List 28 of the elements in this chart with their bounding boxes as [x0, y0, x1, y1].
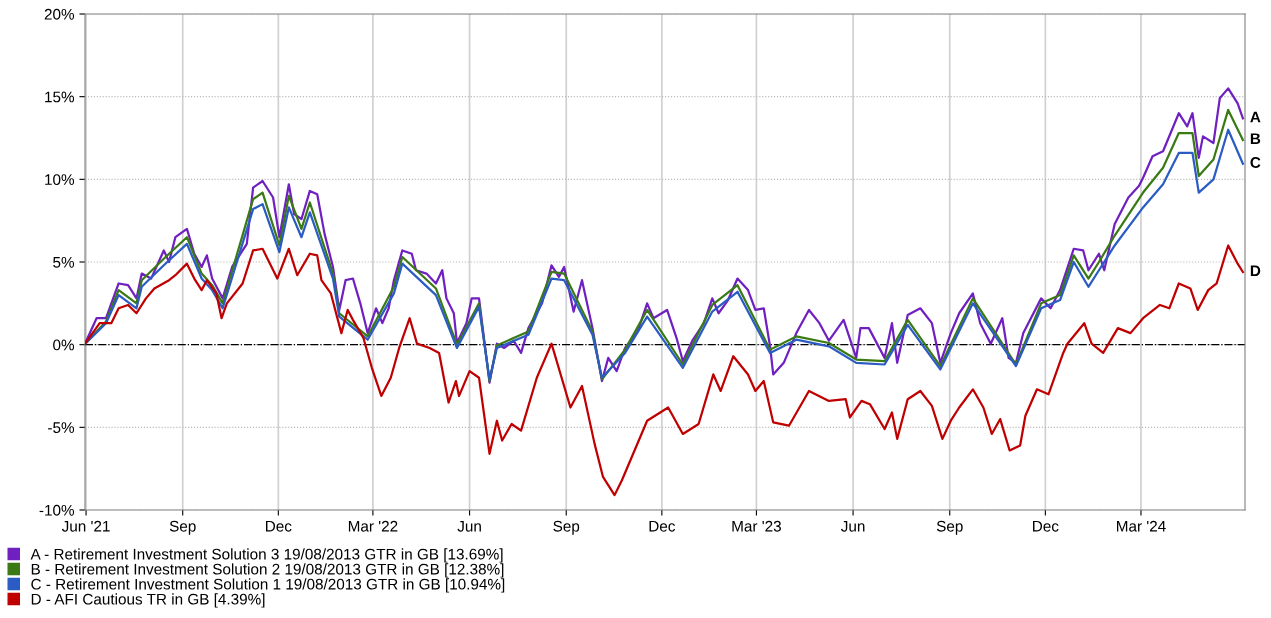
x-tick-label: Jun	[841, 520, 865, 532]
x-tick-label: Sep	[936, 520, 963, 535]
x-tick-label: Jun '21	[61, 520, 110, 532]
x-tick-label: Sep	[553, 520, 580, 535]
y-tick-label: 10%	[45, 174, 75, 186]
legend-label: A - Retirement Investment Solution 3 19/08/2013 GTR in GB [13.69%]	[30, 548, 503, 563]
y-tick-label: 15%	[45, 91, 75, 103]
x-tick-label: Mar '22	[348, 520, 398, 532]
y-tick-label: 0%	[53, 339, 75, 351]
y-tick-label: 5%	[53, 256, 75, 268]
x-tick-label: Dec	[1033, 520, 1059, 532]
legend-label: D - AFI Cautious TR in GB [4.39%]	[31, 593, 265, 608]
annotation: B	[1250, 133, 1261, 144]
x-tick-label: Jun	[457, 520, 481, 532]
x-tick-label: Dec	[649, 520, 676, 532]
y-tick-label: 20%	[44, 8, 75, 20]
legend-label: B - Retirement Investment Solution 2 19/08/2013 GTR in GB [12.38%]	[31, 563, 504, 578]
legend-label: C - Retirement Investment Solution 1 19/08/2013 GTR in GB [10.94%]	[31, 578, 505, 593]
y-tick-label: -10%	[39, 504, 75, 516]
x-tick-label: Mar '23	[732, 520, 781, 532]
x-tick-label: Sep	[169, 520, 196, 535]
y-tick-label: -5%	[48, 422, 75, 434]
line-series	[85, 244, 1245, 497]
x-tick-label: Mar '24	[1117, 520, 1166, 532]
annotation: D	[1250, 265, 1261, 277]
annotation: A	[1250, 111, 1261, 123]
x-tick-label: Dec	[266, 520, 292, 532]
annotation: C	[1250, 157, 1261, 168]
